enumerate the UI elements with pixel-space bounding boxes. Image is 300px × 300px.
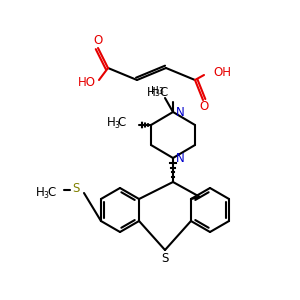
Text: C: C (48, 187, 56, 200)
Text: 3: 3 (159, 86, 164, 95)
Text: H: H (36, 187, 44, 200)
Text: H: H (151, 86, 159, 96)
Text: H: H (147, 85, 155, 98)
Text: C: C (159, 85, 167, 98)
Text: 3: 3 (44, 190, 48, 200)
Text: 3: 3 (154, 89, 159, 98)
Text: OH: OH (213, 65, 231, 79)
Text: HO: HO (78, 76, 96, 88)
Text: O: O (93, 34, 103, 47)
Text: N: N (176, 106, 184, 118)
Text: S: S (161, 251, 169, 265)
Text: N: N (176, 152, 184, 164)
Text: S: S (72, 182, 80, 194)
Text: 3: 3 (115, 121, 119, 130)
Text: C: C (118, 116, 126, 130)
Text: H: H (106, 116, 116, 130)
Text: O: O (200, 100, 208, 113)
